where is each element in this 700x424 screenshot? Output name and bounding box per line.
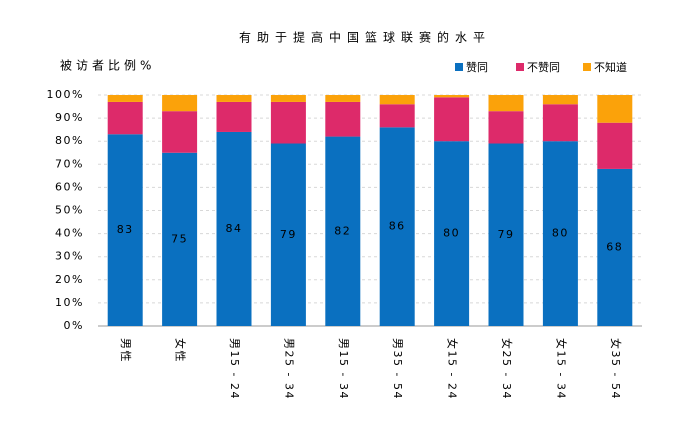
y-tick-label: 100% (47, 88, 84, 101)
bar-segment (434, 141, 470, 326)
y-tick-label: 20% (55, 273, 84, 286)
bar-segment (488, 95, 524, 112)
bar-segment (434, 97, 470, 142)
bar-segment (216, 101, 252, 132)
bar-segment (107, 95, 143, 102)
bar-segment (542, 104, 578, 142)
y-tick-label: 50% (55, 204, 84, 217)
y-tick-label: 0% (64, 319, 84, 332)
data-label: 83 (117, 223, 134, 236)
bar-segment (542, 95, 578, 105)
data-label: 84 (226, 222, 243, 235)
bar-segment (597, 122, 633, 169)
chart-title: 有助于提高中国篮球联赛的水平 (239, 30, 491, 45)
x-tick-label: 男15 - 34 (337, 338, 350, 400)
bar-segment (270, 143, 306, 326)
data-label: 68 (606, 240, 623, 253)
bar-segment (270, 95, 306, 102)
bar-segment (434, 95, 470, 98)
bar-segment (162, 111, 198, 153)
y-tick-label: 70% (55, 157, 84, 170)
y-tick-label: 40% (55, 227, 84, 240)
bar-segment (325, 95, 361, 102)
bar-segment (379, 104, 415, 128)
x-tick-label: 男35 - 54 (391, 338, 404, 400)
bar-segment (542, 141, 578, 326)
legend-swatch (516, 63, 524, 71)
legend-label: 不知道 (594, 60, 627, 74)
x-tick-label: 男性 (119, 338, 133, 363)
x-tick-label: 男25 - 34 (282, 338, 295, 400)
bar-segment (597, 168, 633, 326)
data-label: 86 (389, 220, 406, 233)
y-axis-label: 被访者比例% (60, 59, 155, 73)
x-tick-label: 女15 - 34 (554, 338, 568, 400)
data-label: 75 (171, 232, 188, 245)
x-tick-label: 女性 (174, 338, 188, 363)
y-tick-label: 90% (55, 111, 84, 124)
bar-segment (216, 95, 252, 102)
bar-segment (107, 134, 143, 326)
legend-label: 赞同 (466, 61, 488, 74)
bar-segment (216, 131, 252, 326)
bar-segment (379, 95, 415, 105)
x-tick-label: 女35 - 54 (609, 338, 623, 400)
bar-segment (162, 95, 198, 112)
legend-swatch (455, 63, 463, 71)
y-tick-label: 80% (55, 134, 84, 147)
bar-segment (325, 101, 361, 137)
bar-segment (488, 111, 524, 144)
bar-segment (270, 101, 306, 144)
legend-label: 不赞同 (527, 61, 560, 74)
legend-swatch (583, 63, 591, 71)
y-tick-label: 10% (55, 296, 84, 309)
bar-segment (379, 127, 415, 326)
bar-segment (107, 101, 143, 135)
bar-segment (488, 143, 524, 326)
bar-segment (597, 95, 633, 123)
data-label: 80 (443, 227, 460, 240)
y-tick-label: 30% (55, 250, 84, 263)
data-label: 79 (498, 228, 515, 241)
x-tick-label: 女25 - 34 (500, 338, 514, 400)
x-tick-label: 女15 - 24 (446, 338, 460, 400)
data-label: 82 (334, 224, 351, 237)
x-tick-label: 男15 - 24 (228, 338, 241, 400)
data-label: 79 (280, 228, 297, 241)
y-tick-label: 60% (55, 180, 84, 193)
bar-segment (325, 136, 361, 326)
data-label: 80 (552, 227, 569, 240)
bar-segment (162, 152, 198, 326)
